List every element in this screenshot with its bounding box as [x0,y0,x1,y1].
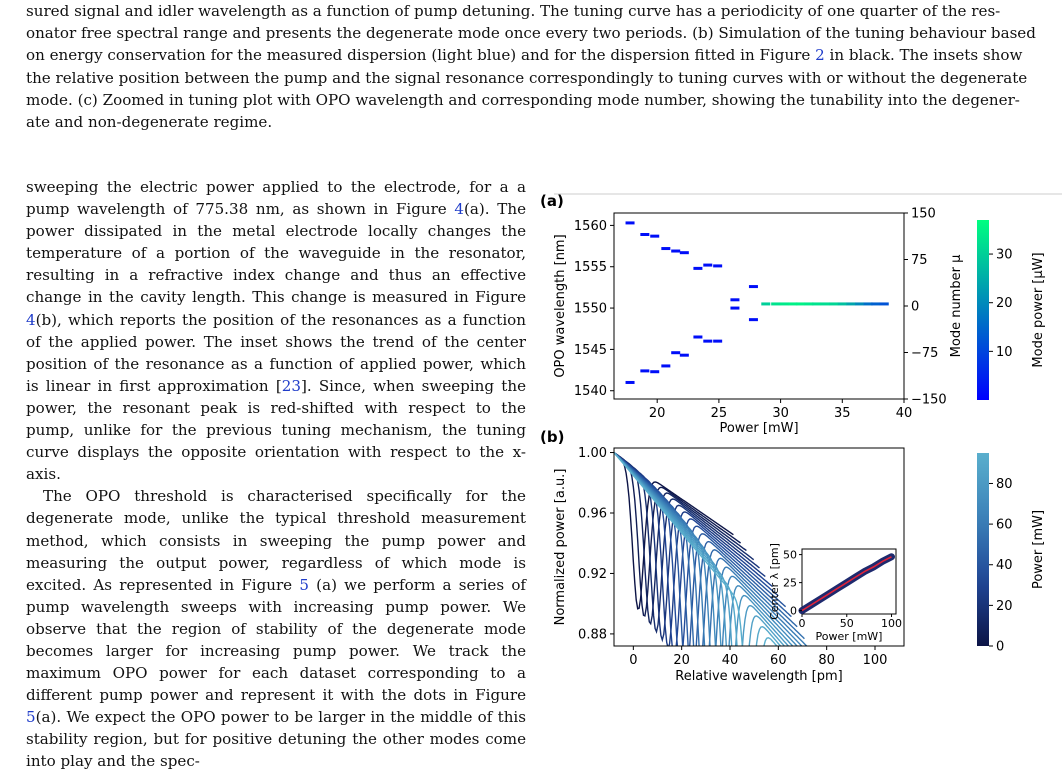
tick-label: 0 [629,653,637,668]
paragraph: The OPO threshold is characterised speci… [26,485,526,772]
sweep-curve [614,451,742,617]
figure-caption: sured signal and idler wavelength as a f… [26,0,1038,133]
inset-tick-label: 25 [783,577,797,590]
tick-label: −150 [911,393,947,408]
tick-label: 0.92 [578,567,607,582]
paragraph: sweeping the electric power applied to t… [26,176,526,485]
tick-label: 0.96 [578,506,607,521]
inset-tick-label: 50 [783,549,797,562]
tick-label: 75 [911,253,928,268]
tick-label: 20 [673,653,690,668]
paragraph-text: (b), which reports the position of the r… [26,310,526,395]
tick-label: 40 [722,653,739,668]
sweep-curves [614,451,808,646]
panel-label: (b) [540,428,564,446]
body-text-column: sweeping the electric power applied to t… [26,176,526,773]
inset-tick-label: 0 [790,605,797,618]
colorbar [977,453,989,646]
sweep-curve [614,451,779,646]
caption-line: ate and non-degenerate regime. [26,113,273,132]
inset-tick-label: 100 [881,617,902,630]
inset-y-label: Center λ [pm] [768,543,781,620]
caption-line: onator free spectral range and presents … [26,24,1036,43]
tick-label: 1550 [574,302,607,317]
sweep-curve [614,451,766,646]
caption-line: the relative position between the pump a… [26,68,1028,87]
tick-label: 0.88 [578,627,607,642]
figure-ref-link[interactable]: 5 [299,575,309,594]
inset-x-label: Power [mW] [816,630,883,643]
paragraph-text: ]. Since, when sweeping the power, the r… [26,376,526,484]
figure-ref-link[interactable]: 4 [454,200,465,219]
tick-label: 0 [911,300,919,315]
tick-label: 80 [818,653,835,668]
colorbar-tick-label: 30 [996,248,1013,263]
caption-text: on energy conservation for the measured … [26,46,816,65]
colorbar-tick-label: 60 [996,518,1013,533]
inset-tick-label: 50 [840,617,854,630]
colorbar-tick-label: 40 [996,558,1013,573]
tick-label: 60 [770,653,787,668]
tick-label: 1545 [574,343,607,358]
colorbar-tick-label: 80 [996,477,1013,492]
figure-4: (a) 20 25 30 35 40 1540 1545 1550 1555 1560 150 75 0 −… [540,190,1062,724]
paragraph-text: (a). We expect the OPO power to be large… [26,708,526,771]
paragraph-text: (a) we perform a series of pump waveleng… [26,575,526,705]
tick-label: 150 [911,207,936,222]
x-axis-label: Power [mW] [719,421,798,436]
paragraph-text: The OPO threshold is characterised speci… [26,487,526,594]
x-axis-label: Relative wavelength [pm] [675,669,842,684]
figure-ref-link[interactable]: 4 [26,310,36,329]
colorbar-tick-label: 10 [996,345,1013,360]
caption-text: in black. The insets show [824,46,1023,65]
tick-label: 1560 [574,219,607,234]
tick-label: 20 [649,406,666,421]
tick-label: 40 [896,406,913,421]
tick-label: −75 [911,346,938,361]
colorbar-tick-label: 20 [996,599,1013,614]
panel-label: (a) [540,192,564,210]
caption-line: sured signal and idler wavelength as a f… [26,2,1001,20]
sweep-curve [614,451,778,646]
tick-label: 25 [711,406,728,421]
tick-label: 1540 [574,384,607,399]
inset-tick-label: 0 [799,617,806,630]
colorbar [977,220,989,400]
colorbar-label: Power [mW] [1031,510,1046,589]
caption-line: on energy conservation for the measured … [26,44,1038,66]
y-axis-label: Normalized power [a.u.] [553,469,568,626]
y2-axis-label: Mode number μ [949,255,964,358]
citation-link[interactable]: 23 [281,376,301,395]
figure-ref-link[interactable]: 5 [26,708,36,727]
colorbar-tick-label: 0 [996,640,1004,655]
tick-label: 1555 [574,260,607,275]
caption-line: mode. (c) Zoomed in tuning plot with OPO… [26,90,1020,109]
tick-label: 35 [834,406,851,421]
plot-frame [613,447,905,647]
figure-ref-link[interactable]: 2 [815,46,825,65]
colorbar-tick-label: 20 [996,296,1013,311]
tick-label: 30 [772,406,789,421]
figure-svg: (a) 20 25 30 35 40 1540 1545 1550 1555 1560 150 75 0 −… [540,192,1062,684]
y-axis-label: OPO wavelength [nm] [553,234,568,377]
tick-label: 1.00 [578,446,607,461]
paragraph-text: sweeping the electric power applied to t… [26,178,526,219]
sweep-curve [614,451,734,610]
inset-fit [801,556,892,612]
tick-label: 100 [863,653,888,668]
paragraph-text: (a). The power dissipated in the metal e… [26,200,527,307]
colorbar-label: Mode power [μW] [1031,252,1046,367]
